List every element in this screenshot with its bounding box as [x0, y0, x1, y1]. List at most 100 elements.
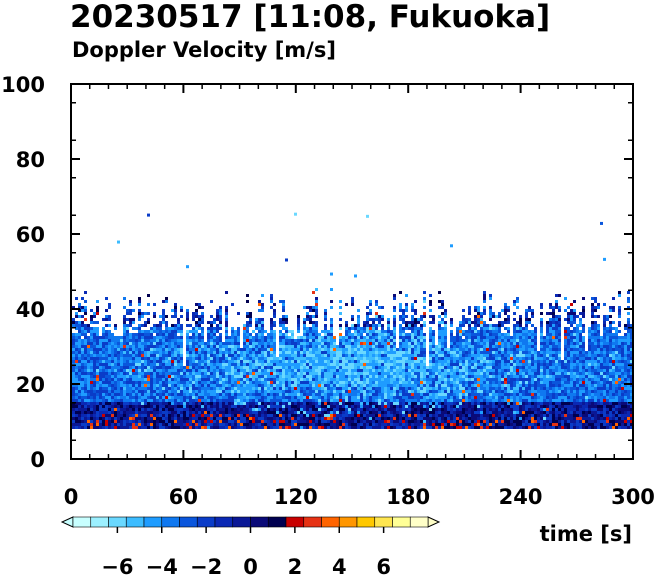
heatmap-cell	[375, 381, 378, 384]
heatmap-cell	[165, 411, 168, 414]
heatmap-cell	[96, 408, 99, 411]
heatmap-cell	[354, 274, 357, 278]
heatmap-cell	[207, 426, 210, 429]
heatmap-cell	[345, 414, 348, 417]
heatmap-cell	[210, 387, 213, 390]
heatmap-cell	[483, 417, 486, 420]
heatmap-cell	[177, 369, 180, 372]
heatmap-cell	[234, 381, 237, 384]
heatmap-cell	[219, 375, 222, 378]
heatmap-cell	[459, 369, 462, 372]
heatmap-cell	[210, 363, 213, 366]
heatmap-cell	[120, 375, 123, 378]
heatmap-cell	[429, 336, 432, 339]
heatmap-cell	[474, 387, 477, 390]
heatmap-cell	[84, 384, 87, 387]
heatmap-cell	[123, 363, 126, 366]
heatmap-cell	[405, 348, 408, 351]
heatmap-cell	[144, 339, 147, 342]
heatmap-cell	[300, 375, 303, 378]
heatmap-cell	[429, 378, 432, 381]
heatmap-cell	[120, 378, 123, 381]
heatmap-cell	[339, 342, 342, 345]
heatmap-cell	[111, 378, 114, 381]
heatmap-cell	[456, 336, 459, 339]
heatmap-cell	[342, 342, 345, 345]
heatmap-cell	[105, 393, 108, 396]
heatmap-cell	[168, 327, 171, 330]
heatmap-cell	[204, 393, 207, 396]
heatmap-cell	[306, 369, 309, 372]
heatmap-cell	[447, 408, 450, 411]
heatmap-cell	[291, 387, 294, 390]
heatmap-cell	[195, 363, 198, 366]
heatmap-cell	[393, 363, 396, 366]
heatmap-cell	[387, 336, 390, 339]
heatmap-cell	[351, 411, 354, 414]
heatmap-cell	[189, 372, 192, 375]
heatmap-cell	[228, 354, 231, 357]
heatmap-cell	[453, 402, 456, 405]
heatmap-cell	[360, 366, 363, 369]
heatmap-cell	[474, 393, 477, 396]
heatmap-cell	[471, 372, 474, 375]
heatmap-cell	[174, 390, 177, 393]
heatmap-cell	[309, 348, 312, 351]
heatmap-cell	[177, 417, 180, 420]
heatmap-cell	[225, 336, 228, 339]
heatmap-cell	[465, 372, 468, 375]
heatmap-cell	[93, 360, 96, 363]
heatmap-cell	[93, 336, 96, 339]
heatmap-cell	[129, 411, 132, 414]
heatmap-cell	[399, 372, 402, 375]
heatmap-cell	[384, 414, 387, 417]
heatmap-cell	[327, 342, 330, 345]
heatmap-cell	[222, 363, 225, 366]
heatmap-cell	[237, 426, 240, 429]
heatmap-cell	[237, 333, 240, 336]
heatmap-cell	[153, 396, 156, 399]
heatmap-cell	[414, 324, 417, 327]
heatmap-cell	[285, 348, 288, 351]
heatmap-cell	[453, 339, 456, 342]
heatmap-cell	[162, 396, 165, 399]
heatmap-cell	[165, 342, 168, 345]
heatmap-cell	[243, 345, 246, 348]
heatmap-cell	[78, 345, 81, 348]
heatmap-cell	[288, 378, 291, 381]
heatmap-cell	[351, 339, 354, 342]
heatmap-cell	[471, 360, 474, 363]
heatmap-cell	[270, 378, 273, 381]
heatmap-cell	[96, 369, 99, 372]
heatmap-cell	[474, 390, 477, 393]
heatmap-cell	[144, 396, 147, 399]
heatmap-cell	[282, 426, 285, 429]
heatmap-cell	[333, 423, 336, 426]
heatmap-cell	[474, 402, 477, 405]
heatmap-cell	[237, 336, 240, 339]
heatmap-cell	[171, 309, 174, 312]
heatmap-cell	[468, 408, 471, 411]
heatmap-cell	[348, 393, 351, 396]
heatmap-cell	[219, 426, 222, 429]
heatmap-cell	[402, 330, 405, 333]
heatmap-cell	[117, 360, 120, 363]
heatmap-cell	[354, 345, 357, 348]
heatmap-cell	[276, 417, 279, 420]
heatmap-cell	[162, 333, 165, 336]
heatmap-cell	[117, 336, 120, 339]
heatmap-cell	[333, 390, 336, 393]
heatmap-cell	[186, 390, 189, 393]
heatmap-cell	[228, 393, 231, 396]
heatmap-cell	[429, 411, 432, 414]
heatmap-cell	[309, 369, 312, 372]
heatmap-cell	[417, 330, 420, 333]
heatmap-cell	[192, 426, 195, 429]
heatmap-cell	[321, 375, 324, 378]
heatmap-cell	[165, 375, 168, 378]
heatmap-cell	[399, 291, 402, 294]
heatmap-cell	[447, 369, 450, 372]
heatmap-cell	[249, 399, 252, 402]
heatmap-cell	[213, 408, 216, 411]
heatmap-cell	[303, 354, 306, 357]
